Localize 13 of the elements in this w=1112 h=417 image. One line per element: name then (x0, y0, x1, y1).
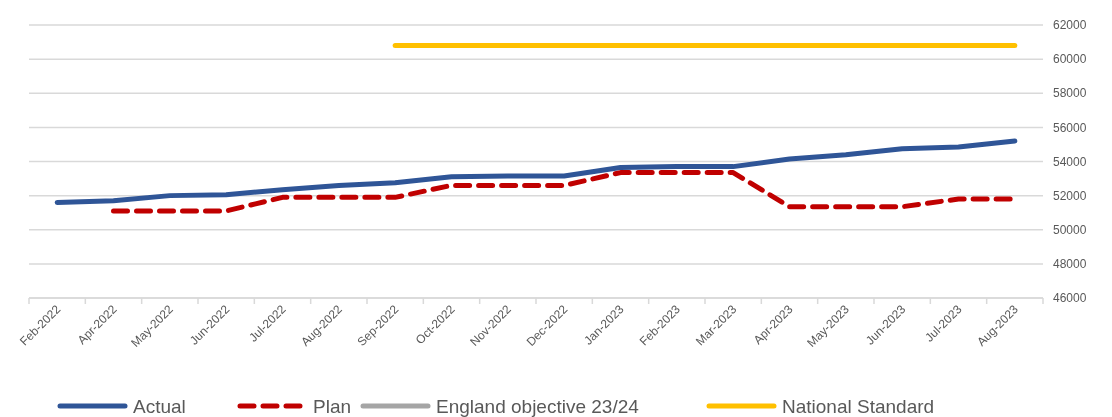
y-tick-label: 56000 (1053, 120, 1087, 135)
y-tick-label: 50000 (1053, 222, 1087, 237)
y-tick-label: 58000 (1053, 86, 1087, 101)
y-tick-label: 46000 (1053, 291, 1087, 306)
legend-label: England objective 23/24 (436, 395, 640, 417)
y-tick-label: 54000 (1053, 154, 1087, 169)
legend-label: Plan (313, 395, 352, 417)
legend-label: Actual (133, 395, 186, 417)
legend-label: National Standard (782, 395, 935, 417)
y-tick-label: 62000 (1053, 18, 1087, 33)
y-tick-label: 52000 (1053, 188, 1087, 203)
y-tick-label: 48000 (1053, 257, 1087, 272)
y-tick-label: 60000 (1053, 52, 1087, 67)
